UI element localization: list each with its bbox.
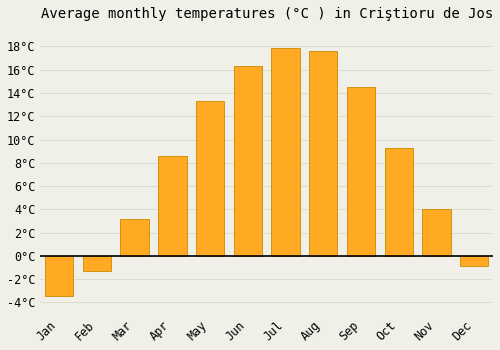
Bar	[234, 66, 262, 256]
Bar	[422, 209, 450, 256]
Bar	[460, 256, 488, 266]
Bar	[83, 256, 111, 271]
Title: Average monthly temperatures (°C ) in Criştioru de Jos: Average monthly temperatures (°C ) in Cr…	[40, 7, 493, 21]
Bar	[196, 101, 224, 256]
Bar	[45, 256, 74, 296]
Bar	[272, 48, 299, 256]
Bar	[309, 51, 338, 256]
Bar	[347, 87, 375, 256]
Bar	[384, 148, 413, 256]
Bar	[158, 156, 186, 256]
Bar	[120, 218, 149, 256]
